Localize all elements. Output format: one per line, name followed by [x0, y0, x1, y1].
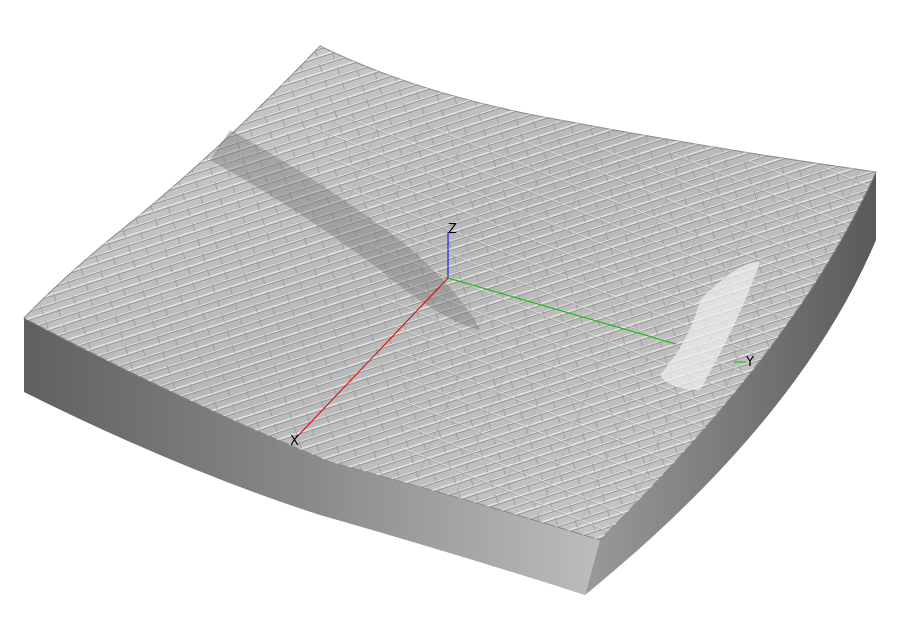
- x-axis-label: X: [290, 434, 299, 449]
- bright-patch: [660, 261, 760, 390]
- terrain-texture-cross: [300, 110, 876, 540]
- x-axis-line: [293, 277, 449, 441]
- z-axis-label: Z: [448, 222, 457, 237]
- ridge-shadow: [210, 130, 480, 330]
- y-axis-label: Y: [745, 355, 754, 370]
- y-axis-line: [447, 277, 677, 345]
- right-side-face: [585, 172, 876, 595]
- front-side-face: [24, 318, 600, 595]
